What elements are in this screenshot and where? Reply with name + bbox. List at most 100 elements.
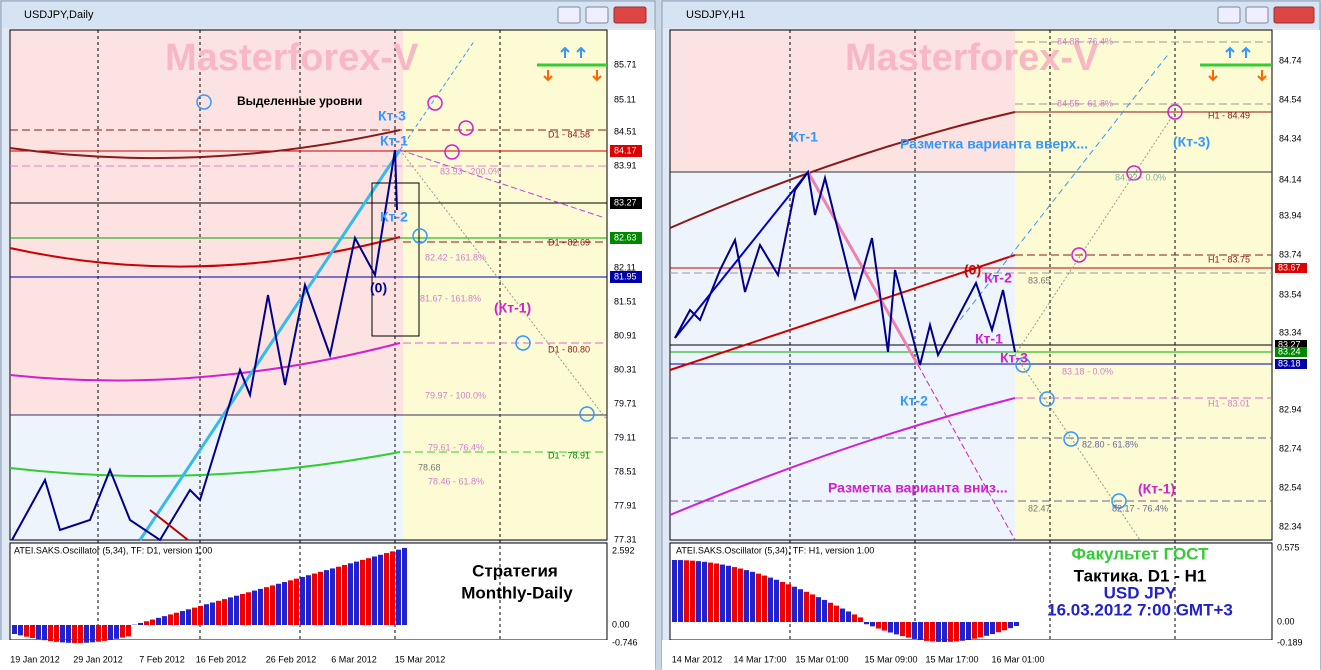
osc-bar bbox=[42, 625, 47, 641]
markers bbox=[196, 46, 607, 422]
price-tick-label: 83.34 bbox=[1279, 327, 1302, 337]
annotation: Кт-1 bbox=[790, 129, 818, 145]
price-tick-label: 84.14 bbox=[1279, 174, 1302, 184]
osc-bar bbox=[276, 583, 281, 625]
osc-bar bbox=[372, 556, 377, 625]
price-box bbox=[1275, 340, 1307, 350]
osc-bar bbox=[66, 625, 71, 643]
maximize-button[interactable] bbox=[585, 6, 609, 24]
price-tick-label: 83.91 bbox=[614, 160, 637, 170]
osc-bar bbox=[846, 611, 851, 622]
osc-bar bbox=[402, 547, 407, 625]
osc-bar bbox=[60, 625, 65, 643]
osc-bars bbox=[672, 560, 1019, 642]
osc-bar bbox=[312, 573, 317, 625]
osc-bar bbox=[924, 622, 929, 641]
osc-bar bbox=[156, 617, 161, 625]
osc-bar bbox=[96, 625, 101, 642]
price-box-label: 83.24 bbox=[1278, 346, 1301, 356]
maximize-button[interactable] bbox=[1245, 6, 1269, 24]
date-label: 29 Jan 2012 bbox=[73, 654, 123, 664]
osc-bar bbox=[918, 622, 923, 641]
caption: Тактика. D1 - H1 bbox=[1074, 566, 1207, 585]
osc-bar bbox=[780, 581, 785, 622]
osc-bar bbox=[678, 560, 683, 622]
osc-bar bbox=[234, 595, 239, 625]
level-label: 79.97 - 100.0% bbox=[425, 390, 486, 400]
price-box-label: 81.95 bbox=[614, 271, 637, 281]
osc-bar bbox=[186, 609, 191, 625]
price-tick-label: 79.11 bbox=[614, 432, 636, 442]
annotation: Кт-2 bbox=[380, 209, 408, 225]
osc-bars bbox=[12, 547, 407, 643]
osc-bar bbox=[30, 625, 35, 638]
osc-bar bbox=[708, 562, 713, 622]
level-label: 83.18 - 0.0% bbox=[1062, 366, 1113, 376]
osc-bar bbox=[870, 622, 875, 627]
osc-bar bbox=[1002, 622, 1007, 631]
osc-bar bbox=[684, 560, 689, 622]
osc-bar bbox=[204, 604, 209, 625]
level-label: D1 - 82.69 bbox=[548, 237, 590, 247]
zone bbox=[403, 30, 607, 540]
osc-bar bbox=[702, 561, 707, 622]
level-label: 79.61 - 76.4% bbox=[428, 442, 484, 452]
zone bbox=[1015, 30, 1272, 540]
osc-bar bbox=[174, 612, 179, 625]
date-label: 7 Feb 2012 bbox=[139, 654, 185, 664]
levels bbox=[669, 41, 1272, 541]
price-tick-label: 84.34 bbox=[1279, 133, 1302, 143]
osc-bar bbox=[384, 553, 389, 625]
price-tick-label: 80.31 bbox=[614, 364, 637, 374]
close-button[interactable] bbox=[1273, 6, 1315, 24]
close-button[interactable] bbox=[613, 6, 647, 24]
osc-bar bbox=[672, 560, 677, 622]
price-tick-label: 82.34 bbox=[1279, 521, 1302, 531]
date-label: 14 Mar 2012 bbox=[672, 654, 723, 664]
level-label: H1 - 84.49 bbox=[1208, 110, 1250, 120]
osc-bar bbox=[336, 566, 341, 625]
osc-bar bbox=[252, 590, 257, 625]
annotation: (Кт-1) bbox=[494, 300, 531, 316]
osc-bar bbox=[198, 605, 203, 625]
annotation: (0) bbox=[370, 280, 387, 296]
price-tick-label: 77.91 bbox=[614, 500, 637, 510]
level-label: H1 - 83.75 bbox=[1208, 254, 1250, 264]
markers bbox=[1015, 46, 1272, 509]
date-label: 15 Mar 01:00 bbox=[795, 654, 848, 664]
osc-bar bbox=[342, 565, 347, 625]
osc-bar bbox=[726, 565, 731, 622]
level-label: 82.47 bbox=[1028, 503, 1051, 513]
osc-bar bbox=[774, 579, 779, 622]
osc-bar bbox=[738, 568, 743, 622]
osc-bar bbox=[810, 594, 815, 622]
price-tick-label: 85.11 bbox=[614, 94, 636, 104]
date-label: 15 Mar 2012 bbox=[395, 654, 446, 664]
osc-bar bbox=[888, 622, 893, 633]
osc-bar bbox=[330, 568, 335, 625]
caption: Стратегия bbox=[472, 561, 558, 580]
minimize-button[interactable] bbox=[1217, 6, 1241, 24]
osc-bar bbox=[258, 588, 263, 625]
osc-bar bbox=[210, 602, 215, 625]
date-label: 16 Mar 01:00 bbox=[991, 654, 1044, 664]
price-tick-label: 84.51 bbox=[614, 126, 637, 136]
price-tick-label: 77.31 bbox=[614, 534, 637, 544]
osc-bar bbox=[348, 563, 353, 625]
osc-bar bbox=[762, 575, 767, 622]
minimize-button[interactable] bbox=[557, 6, 581, 24]
osc-bar bbox=[228, 597, 233, 625]
osc-bar bbox=[318, 571, 323, 625]
osc-bar bbox=[48, 625, 53, 642]
osc-bar bbox=[834, 605, 839, 622]
annotation: (Кт-1) bbox=[1138, 481, 1175, 497]
time-axis bbox=[0, 640, 655, 670]
osc-bar bbox=[894, 622, 899, 635]
osc-tick-label: 0.575 bbox=[1277, 542, 1300, 552]
osc-bar bbox=[180, 611, 185, 625]
osc-bar bbox=[714, 563, 719, 622]
osc-bar bbox=[294, 578, 299, 625]
level-label: 82.80 - 61.8% bbox=[1082, 439, 1138, 449]
osc-bar bbox=[222, 599, 227, 625]
osc-bar bbox=[84, 625, 89, 643]
